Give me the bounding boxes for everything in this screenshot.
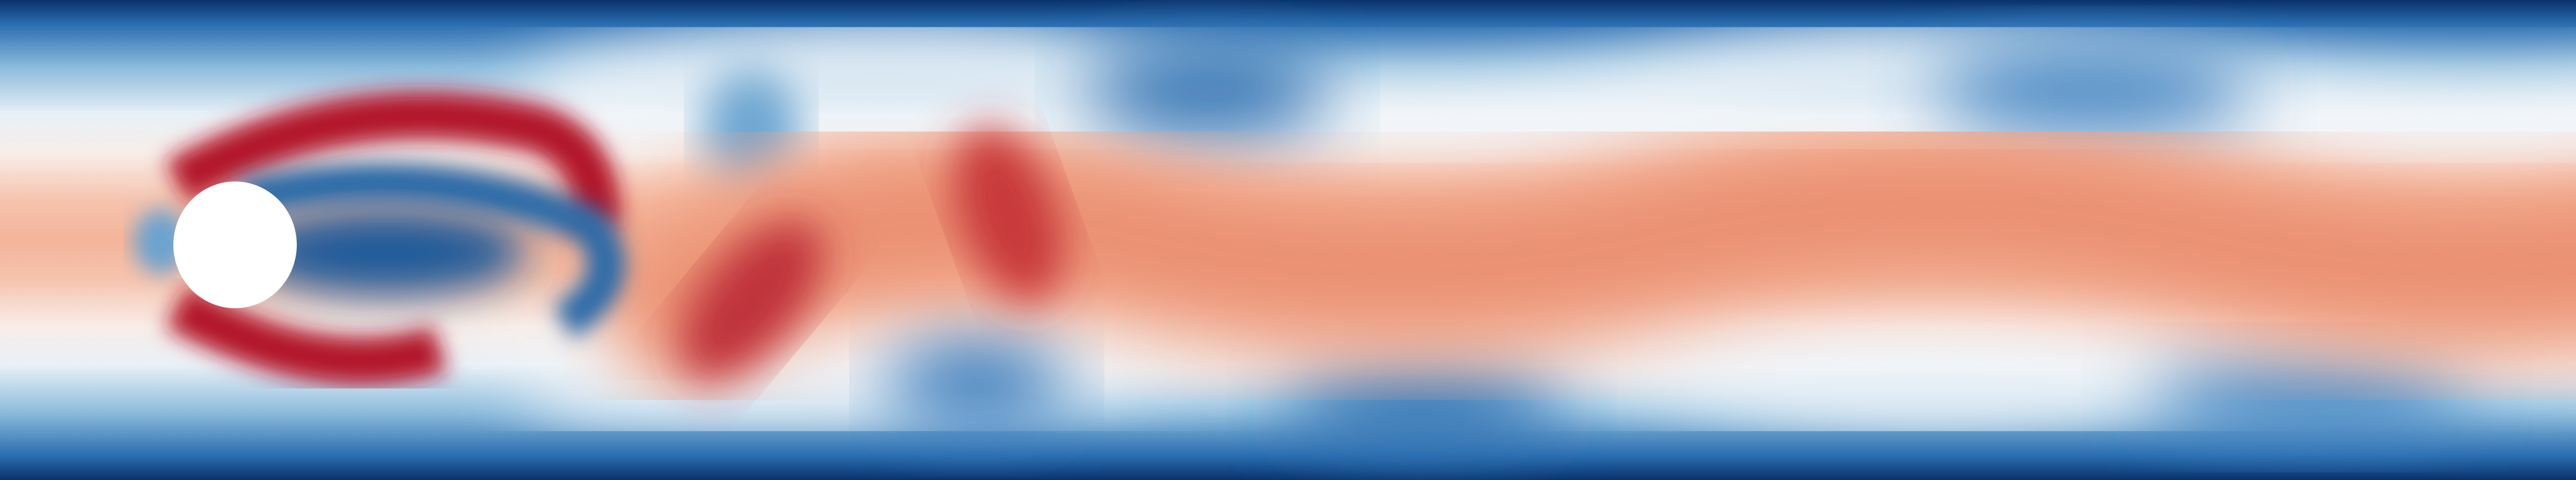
upper-shear-layer: [165, 91, 620, 228]
lower-shear-layer: [165, 285, 448, 386]
vortex-blob: [1283, 365, 1562, 451]
cylinder: [173, 181, 297, 308]
wake-recirculation: [247, 209, 526, 295]
vortex-blob: [2147, 360, 2469, 435]
upper-shear-band: [525, 20, 2576, 169]
vortex-blob: [1084, 43, 1331, 140]
vortex-blob: [885, 333, 1068, 430]
core-jet-inner: [627, 177, 2576, 347]
vortex-red: [954, 127, 1064, 302]
vortex-blob: [1932, 48, 2254, 134]
wake-recirculation: [237, 163, 626, 338]
stagnation-region: [134, 209, 188, 274]
vortex-red: [679, 220, 824, 381]
